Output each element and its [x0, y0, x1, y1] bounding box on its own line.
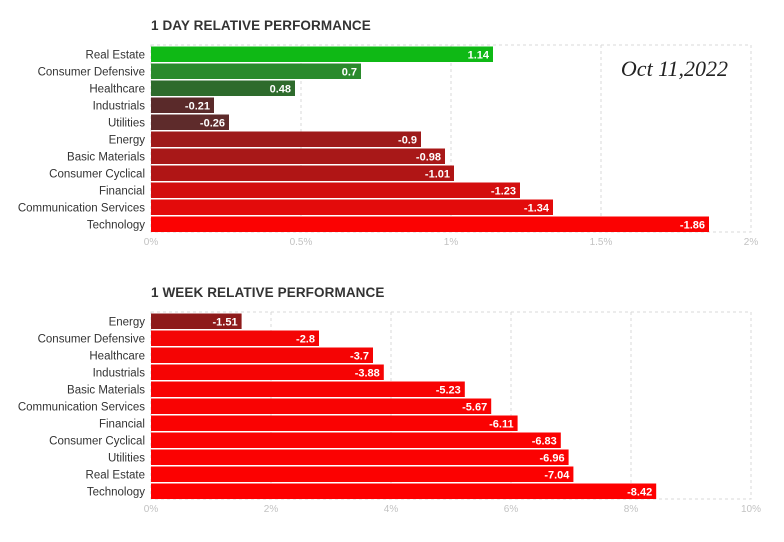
bar-value-label: -6.11	[489, 418, 513, 430]
chart-panel-1-week: 1 WEEK RELATIVE PERFORMANCE 0% 2% 4% 6% 8% 10…	[0, 270, 784, 540]
category-label: Communication Services	[18, 202, 145, 214]
bar	[151, 415, 518, 431]
bar-value-label: -6.83	[532, 435, 557, 447]
bar-value-label: 0.7	[342, 66, 357, 78]
bar-value-label: 0.48	[270, 83, 291, 95]
bar	[151, 148, 445, 164]
bar-value-label: -5.23	[436, 384, 461, 396]
category-label: Consumer Defensive	[38, 333, 145, 345]
x-tick-label: 4%	[384, 504, 399, 515]
date-annotation: Oct 11,2022	[620, 56, 729, 81]
chart-title-1-week: 1 WEEK RELATIVE PERFORMANCE	[151, 285, 385, 300]
x-tick-label: 2%	[264, 504, 279, 515]
chart-panel-1-day: 1 DAY RELATIVE PERFORMANCE 0% 0.5% 1% 1.5% 2…	[0, 0, 784, 270]
bar-value-label: 1.14	[468, 49, 490, 61]
bar	[151, 182, 520, 198]
bar-value-label: -1.51	[213, 316, 238, 328]
bar	[151, 432, 561, 448]
bar	[151, 216, 709, 232]
category-label: Consumer Cyclical	[49, 435, 145, 447]
category-label: Industrials	[93, 367, 146, 379]
x-tick-label: 0.5%	[290, 237, 313, 248]
category-label: Consumer Defensive	[38, 66, 145, 78]
category-label: Consumer Cyclical	[49, 168, 145, 180]
bar-value-label: -8.42	[627, 486, 652, 498]
bar-value-label: -0.21	[185, 100, 210, 112]
bar	[151, 46, 493, 62]
bar-value-label: -3.7	[350, 350, 369, 362]
bar	[151, 313, 242, 329]
x-tick-label: 0%	[144, 237, 159, 248]
bar	[151, 165, 454, 181]
bar-value-label: -3.88	[355, 367, 380, 379]
bar	[151, 80, 295, 96]
x-tick-label: 2%	[744, 237, 759, 248]
x-tick-label: 1.5%	[590, 237, 613, 248]
category-label: Utilities	[108, 452, 145, 464]
bar-value-label: -1.86	[680, 219, 705, 231]
bar	[151, 364, 384, 380]
bar-value-label: -2.8	[296, 333, 315, 345]
bar-value-label: -1.34	[524, 202, 550, 214]
category-label: Technology	[87, 219, 145, 231]
bar-value-label: -0.26	[200, 117, 225, 129]
category-label: Industrials	[93, 100, 146, 112]
bar	[151, 330, 319, 346]
category-label: Energy	[109, 134, 146, 146]
bar	[151, 199, 553, 215]
chart-title-1-day: 1 DAY RELATIVE PERFORMANCE	[151, 18, 371, 33]
bar-value-label: -1.01	[425, 168, 450, 180]
bar-chart-1-week: 0% 2% 4% 6% 8% 10% Energy -1.51 Consumer Defensi…	[18, 311, 761, 515]
bar-value-label: -0.98	[416, 151, 441, 163]
bar-chart-1-day: 0% 0.5% 1% 1.5% 2% Real Estate 1.14 Consumer De…	[18, 44, 759, 248]
bar	[151, 449, 569, 465]
x-tick-label: 1%	[444, 237, 459, 248]
category-label: Utilities	[108, 117, 145, 129]
bar	[151, 347, 373, 363]
bar	[151, 398, 492, 414]
x-tick-label: 0%	[144, 504, 159, 515]
category-label: Energy	[109, 316, 146, 328]
bar	[151, 483, 657, 499]
bar	[151, 466, 574, 482]
category-label: Healthcare	[89, 350, 145, 362]
bar-value-label: -1.23	[491, 185, 516, 197]
bar	[151, 381, 465, 397]
category-label: Communication Services	[18, 401, 145, 413]
bar-value-label: -7.04	[544, 469, 570, 481]
bar	[151, 63, 361, 79]
bar	[151, 131, 421, 147]
bar-value-label: -0.9	[398, 134, 417, 146]
category-label: Basic Materials	[67, 151, 145, 163]
x-tick-label: 6%	[504, 504, 519, 515]
x-tick-label: 10%	[741, 504, 761, 515]
category-label: Technology	[87, 486, 145, 498]
category-label: Healthcare	[89, 83, 145, 95]
bar	[151, 114, 229, 130]
bar-value-label: -5.67	[462, 401, 487, 413]
category-label: Financial	[99, 185, 145, 197]
category-label: Financial	[99, 418, 145, 430]
category-label: Basic Materials	[67, 384, 145, 396]
bar	[151, 97, 214, 113]
bar-value-label: -6.96	[540, 452, 565, 464]
category-label: Real Estate	[86, 469, 145, 481]
x-tick-label: 8%	[624, 504, 639, 515]
category-label: Real Estate	[86, 49, 145, 61]
